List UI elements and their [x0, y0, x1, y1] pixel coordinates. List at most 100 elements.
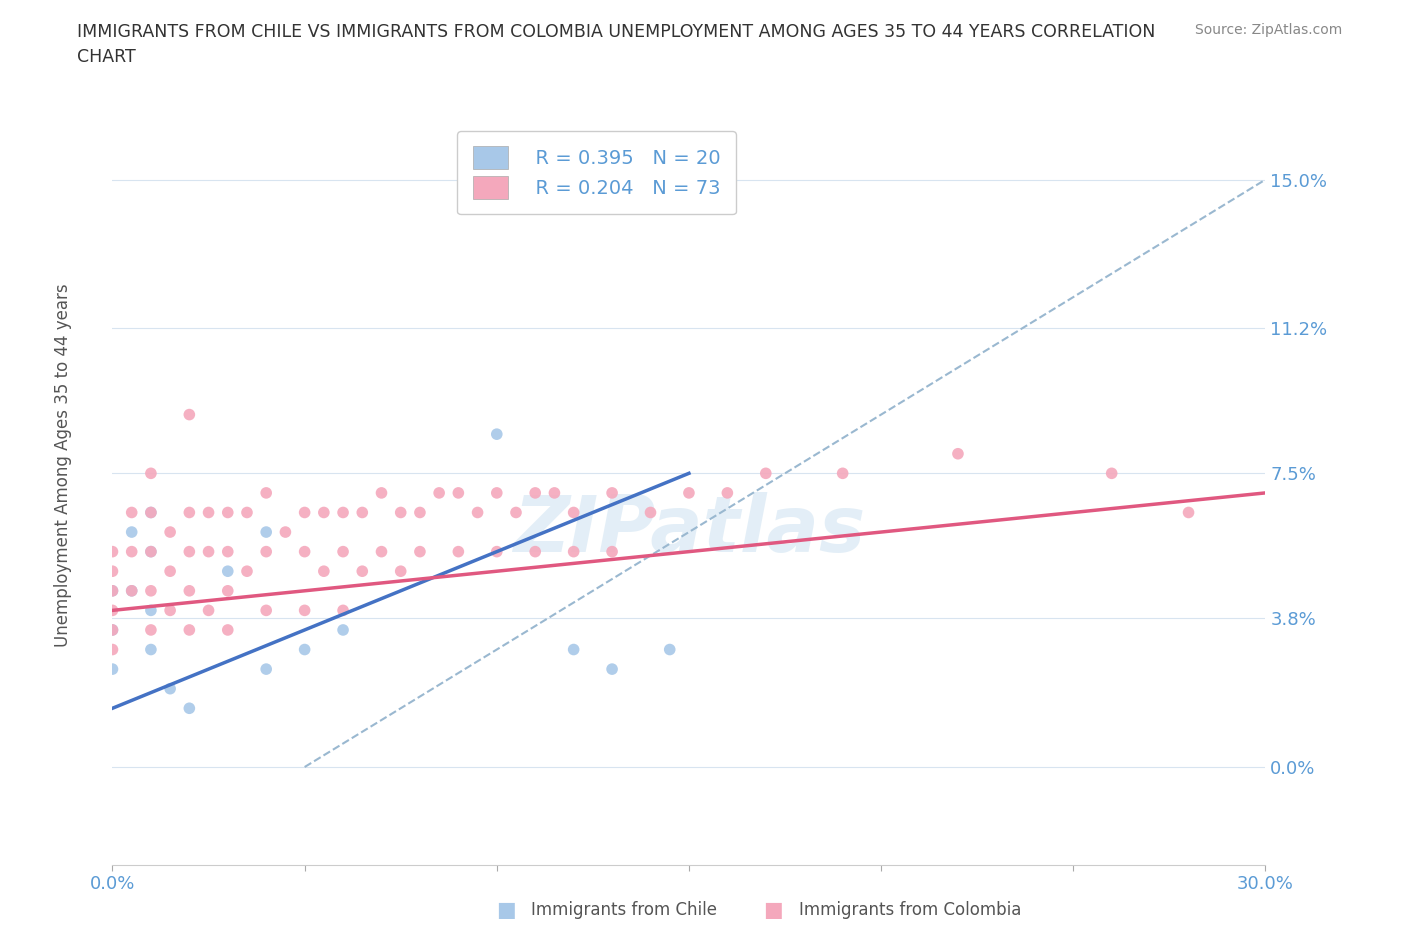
- Point: [217, 505, 239, 520]
- Text: Unemployment Among Ages 35 to 44 years: Unemployment Among Ages 35 to 44 years: [55, 284, 72, 646]
- Point: [139, 622, 162, 637]
- Point: [139, 642, 162, 657]
- Point: [312, 505, 335, 520]
- Point: [101, 622, 124, 637]
- Point: [101, 544, 124, 559]
- Point: [505, 505, 527, 520]
- Point: [524, 544, 547, 559]
- Text: Immigrants from Colombia: Immigrants from Colombia: [799, 900, 1021, 919]
- Point: [755, 466, 778, 481]
- Point: [294, 544, 316, 559]
- Point: [562, 544, 585, 559]
- Point: [447, 485, 470, 500]
- Point: [658, 642, 681, 657]
- Point: [332, 622, 354, 637]
- Point: [1101, 466, 1123, 481]
- Point: [1177, 505, 1199, 520]
- Point: [332, 544, 354, 559]
- Point: [485, 427, 508, 442]
- Point: [600, 544, 623, 559]
- Point: [389, 505, 412, 520]
- Point: [159, 525, 181, 539]
- Point: [179, 407, 201, 422]
- Point: [101, 642, 124, 657]
- Point: [294, 505, 316, 520]
- Point: [139, 583, 162, 598]
- Point: [678, 485, 700, 500]
- Point: [352, 505, 374, 520]
- Text: ■: ■: [763, 899, 783, 920]
- Point: [294, 603, 316, 618]
- Point: [179, 544, 201, 559]
- Point: [409, 544, 432, 559]
- Point: [352, 564, 374, 578]
- Point: [139, 466, 162, 481]
- Point: [562, 642, 585, 657]
- Text: IMMIGRANTS FROM CHILE VS IMMIGRANTS FROM COLOMBIA UNEMPLOYMENT AMONG AGES 35 TO : IMMIGRANTS FROM CHILE VS IMMIGRANTS FROM…: [77, 23, 1156, 66]
- Point: [139, 603, 162, 618]
- Point: [121, 583, 143, 598]
- Point: [179, 583, 201, 598]
- Point: [236, 564, 259, 578]
- Point: [139, 505, 162, 520]
- Point: [197, 603, 219, 618]
- Point: [121, 544, 143, 559]
- Point: [101, 583, 124, 598]
- Point: [179, 505, 201, 520]
- Point: [485, 544, 508, 559]
- Point: [600, 661, 623, 676]
- Point: [409, 505, 432, 520]
- Point: [139, 544, 162, 559]
- Point: [159, 564, 181, 578]
- Point: [101, 603, 124, 618]
- Point: [485, 485, 508, 500]
- Point: [197, 544, 219, 559]
- Point: [121, 505, 143, 520]
- Point: [294, 642, 316, 657]
- Point: [831, 466, 853, 481]
- Point: [716, 485, 738, 500]
- Point: [217, 564, 239, 578]
- Point: [179, 701, 201, 716]
- Point: [254, 485, 277, 500]
- Point: [197, 505, 219, 520]
- Text: Immigrants from Chile: Immigrants from Chile: [531, 900, 717, 919]
- Point: [332, 505, 354, 520]
- Point: [562, 505, 585, 520]
- Point: [139, 505, 162, 520]
- Point: [101, 564, 124, 578]
- Legend:   R = 0.395   N = 20,   R = 0.204   N = 73: R = 0.395 N = 20, R = 0.204 N = 73: [457, 130, 737, 215]
- Point: [217, 622, 239, 637]
- Point: [101, 661, 124, 676]
- Point: [447, 544, 470, 559]
- Text: Source: ZipAtlas.com: Source: ZipAtlas.com: [1195, 23, 1343, 37]
- Point: [274, 525, 297, 539]
- Point: [121, 583, 143, 598]
- Point: [312, 564, 335, 578]
- Point: [217, 544, 239, 559]
- Point: [254, 661, 277, 676]
- Point: [254, 525, 277, 539]
- Point: [217, 583, 239, 598]
- Point: [524, 485, 547, 500]
- Point: [101, 622, 124, 637]
- Point: [370, 544, 392, 559]
- Point: [389, 564, 412, 578]
- Point: [254, 544, 277, 559]
- Point: [179, 622, 201, 637]
- Point: [101, 583, 124, 598]
- Point: [946, 446, 969, 461]
- Point: [121, 525, 143, 539]
- Point: [640, 505, 662, 520]
- Point: [139, 544, 162, 559]
- Point: [427, 485, 450, 500]
- Point: [236, 505, 259, 520]
- Point: [370, 485, 392, 500]
- Point: [159, 603, 181, 618]
- Point: [543, 485, 565, 500]
- Text: ZIPatlas: ZIPatlas: [513, 492, 865, 568]
- Point: [254, 603, 277, 618]
- Point: [159, 682, 181, 697]
- Text: ■: ■: [496, 899, 516, 920]
- Point: [600, 485, 623, 500]
